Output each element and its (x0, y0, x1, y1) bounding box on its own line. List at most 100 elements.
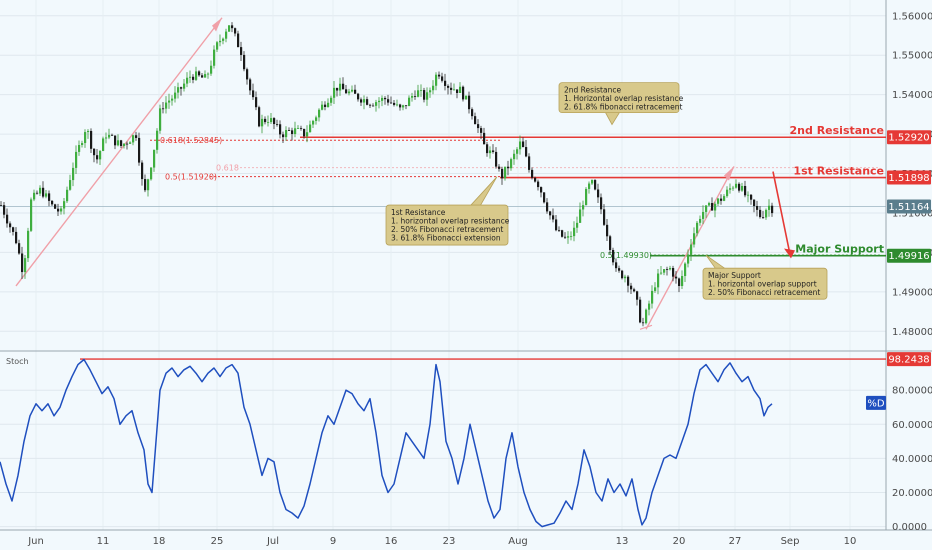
candle-body (729, 188, 732, 190)
projection-arrow (772, 171, 791, 255)
candle-body (399, 104, 402, 108)
candle-body (516, 149, 519, 154)
candle-body (18, 243, 21, 254)
fibonacci-lines: 0.618(1.52845) 0.5(1.51920)0.618 0.5(1.499… (150, 136, 880, 260)
time-tick-label: 20 (673, 536, 686, 547)
candle-body (684, 263, 687, 277)
candle-body (630, 285, 633, 290)
candle-body (183, 83, 186, 89)
candle-body (162, 108, 165, 110)
stoch-tick-label: 0.0000 (892, 522, 927, 533)
candle-body (51, 200, 54, 205)
candle-body (465, 95, 468, 100)
candle-body (573, 227, 576, 237)
candle-body (669, 267, 672, 270)
swing-low-marker (639, 324, 653, 330)
time-tick-label: 23 (443, 536, 456, 547)
candle-body (411, 95, 414, 98)
candle-body (648, 303, 651, 310)
candle-body (111, 134, 114, 136)
stoch-axis[interactable]: 80.0000 60.0000 40.0000 20.0000 0.0000 (892, 386, 932, 533)
candle-body (45, 193, 48, 197)
time-tick-label: 10 (844, 536, 857, 547)
candle-body (279, 124, 282, 135)
fib-label-support: 0.5(1.49930) (600, 251, 652, 260)
candle-body (69, 180, 72, 190)
candle-body (126, 143, 129, 145)
candle-body (15, 231, 18, 244)
candle-body (390, 102, 393, 104)
projection-arrowhead (784, 248, 795, 259)
candle-body (357, 93, 360, 100)
candle-body (297, 128, 300, 130)
uptrend-arrowhead-2 (724, 166, 734, 181)
candle-body (624, 276, 627, 279)
candle-body (306, 132, 309, 137)
candle-body (579, 209, 582, 223)
candle-body (636, 291, 639, 300)
note-box (385, 204, 509, 246)
candle-body (291, 130, 294, 135)
candle-body (48, 193, 51, 201)
candle-body (450, 87, 453, 90)
candle-body (402, 105, 405, 108)
stoch-series-tag: %D (867, 398, 885, 409)
candle-body (294, 128, 297, 135)
level-tag-bg (887, 130, 931, 145)
candle-body (243, 54, 246, 70)
candle-body (405, 105, 408, 107)
price-tick-label: 1.49000 (892, 287, 932, 298)
time-axis[interactable]: Jun 11 18 25 Jul 9 16 23 Aug 13 20 27 Sep 10 (27, 536, 856, 547)
candle-body (192, 76, 195, 80)
price-tick-label: 1.48000 (892, 327, 932, 338)
candle-body (57, 208, 60, 212)
candle-body (255, 97, 258, 108)
note-line: 1. horizontal overlap support (708, 280, 817, 289)
stoch-panel: Stoch (0, 357, 886, 528)
level-tag: 1.49916 (888, 251, 929, 262)
candle-body (129, 142, 132, 144)
candle-body (489, 150, 492, 154)
stoch-tick-label: 20.0000 (892, 488, 932, 499)
candle-body (693, 233, 696, 245)
candle-body (189, 76, 192, 78)
candle-body (714, 203, 717, 211)
candle-body (66, 189, 69, 202)
candle-body (552, 215, 555, 220)
candle-body (84, 132, 87, 144)
note-line: 2. 61.8% fibonacci retracement (564, 103, 682, 112)
uptrend-arrowhead-1 (212, 17, 222, 32)
candle-body (246, 69, 249, 80)
stoch-title: Stoch (6, 357, 29, 366)
candle-body (462, 86, 465, 100)
candle-body (213, 49, 216, 66)
candle-body (153, 149, 156, 168)
candle-body (537, 181, 540, 188)
level-lines (300, 136, 886, 257)
candle-body (264, 118, 267, 123)
price-tick-label: 1.54000 (892, 90, 932, 101)
candle-body (759, 209, 762, 218)
candle-body (654, 287, 657, 291)
candle-body (99, 150, 102, 160)
price-tick-label: 1.56000 (892, 11, 932, 22)
candle-body (135, 135, 138, 138)
candle-body (447, 85, 450, 88)
candle-body (90, 130, 93, 149)
candle-body (0, 205, 3, 206)
candle-body (762, 217, 765, 218)
candle-body (492, 150, 495, 152)
candle-body (228, 25, 231, 32)
candle-body (657, 273, 660, 288)
candle-body (546, 202, 549, 212)
candle-body (708, 203, 711, 206)
note-line: 2. 50% Fibonacci retracement (708, 288, 820, 297)
candle-body (507, 166, 510, 169)
candle-body (603, 209, 606, 225)
level-name: 1st Resistance (793, 165, 884, 178)
candle-body (267, 122, 270, 123)
candle-body (393, 102, 396, 105)
candle-body (663, 269, 666, 273)
